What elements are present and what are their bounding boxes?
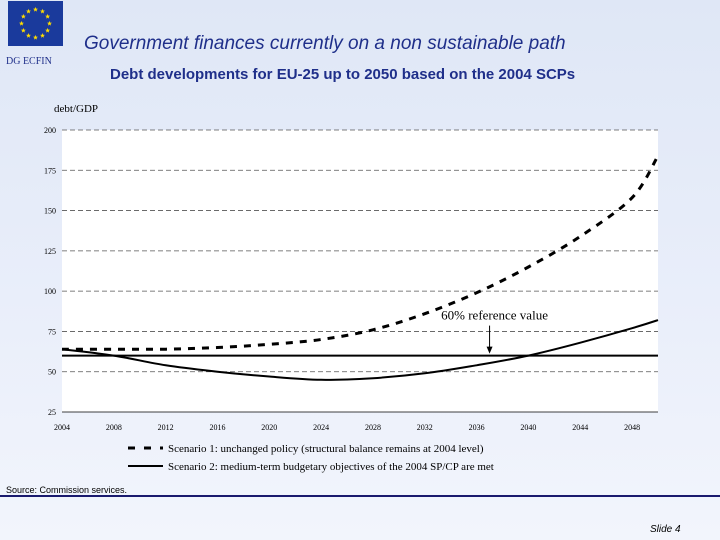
eu-flag-icon [8, 1, 63, 46]
scenario-2-line [61, 319, 659, 381]
flag-star-icon [45, 27, 51, 33]
y-tick-label: 25 [48, 408, 56, 417]
page-subtitle: Debt developments for EU-25 up to 2050 b… [110, 66, 576, 83]
plot-area [62, 130, 658, 412]
debt-chart: debt/GDP 25 50 75 100 125 150 175 200 2004 2008 2… [0, 95, 720, 485]
flag-star-icon [20, 13, 26, 19]
x-tick-label: 2012 [158, 423, 174, 432]
x-tick-label: 2032 [417, 423, 433, 432]
y-tick-label: 175 [44, 166, 56, 175]
flag-star-icon [45, 13, 51, 19]
flag-star-icon [26, 8, 31, 14]
x-tick-label: 2040 [520, 423, 536, 432]
legend-label: Scenario 2: medium-term budgetary object… [168, 461, 494, 473]
flag-star-icon [40, 33, 45, 38]
x-tick-label: 2044 [572, 423, 588, 432]
y-tick-label: 200 [44, 126, 56, 135]
y-axis-label: debt/GDP [54, 103, 98, 115]
flag-star-icon [19, 20, 24, 26]
flag-star-icon [33, 34, 38, 40]
y-tick-label: 150 [44, 207, 56, 216]
flag-star-icon [47, 20, 52, 26]
scenario-1-line [62, 155, 660, 351]
y-tick-label: 125 [44, 247, 56, 256]
org-label: DG ECFIN [6, 56, 52, 67]
x-tick-label: 2016 [209, 423, 225, 432]
flag-star-icon [40, 8, 45, 14]
x-tick-label: 2048 [624, 423, 640, 432]
annotation-arrow-head [486, 346, 493, 354]
page-title: Government finances currently on a non s… [84, 33, 566, 54]
y-tick-label: 50 [48, 368, 56, 377]
source-note: Source: Commission services. [6, 485, 128, 495]
x-tick-label: 2020 [261, 423, 277, 432]
legend-label: Scenario 1: unchanged policy (structural… [168, 443, 484, 455]
reference-value-label: 60% reference value [441, 308, 548, 323]
x-tick-label: 2008 [106, 423, 122, 432]
flag-star-icon [33, 6, 38, 12]
slide-number: Slide 4 [650, 524, 681, 535]
eu-flag-logo [8, 1, 63, 46]
flag-star-icon [26, 33, 31, 38]
x-tick-label: 2028 [365, 423, 381, 432]
y-tick-label: 100 [44, 287, 56, 296]
y-tick-label: 75 [48, 327, 56, 336]
x-tick-label: 2024 [313, 423, 329, 432]
x-tick-label: 2036 [469, 423, 485, 432]
footer-divider [0, 495, 720, 497]
x-tick-label: 2004 [54, 423, 70, 432]
flag-star-icon [20, 27, 26, 33]
